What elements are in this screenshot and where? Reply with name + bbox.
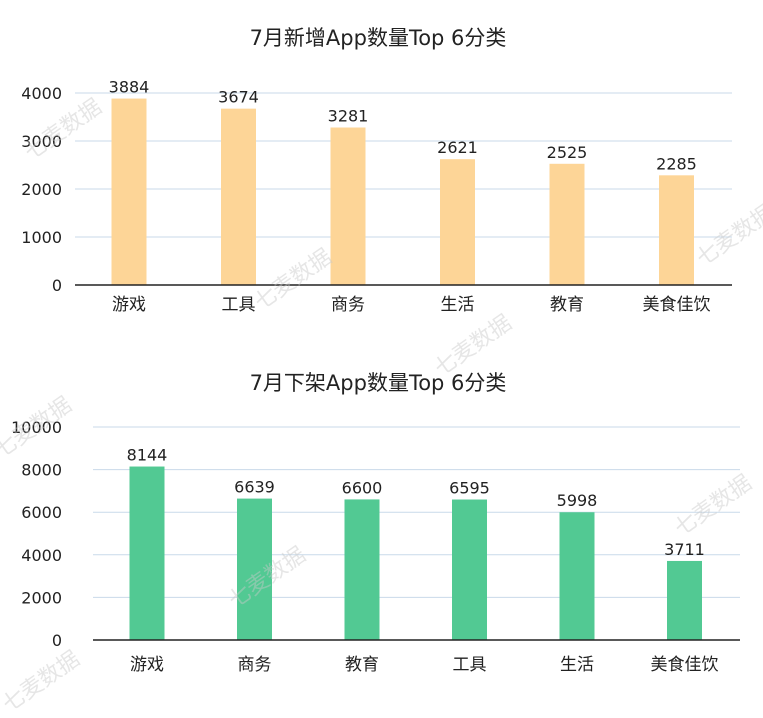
x-tick-label: 游戏	[112, 295, 146, 315]
bar	[549, 163, 585, 285]
y-tick-label: 6000	[21, 503, 62, 522]
y-tick-label: 0	[52, 631, 62, 650]
x-tick-label: 商务	[331, 295, 365, 315]
x-tick-label: 工具	[453, 655, 487, 675]
bar	[667, 560, 702, 640]
bar	[129, 466, 165, 640]
bar	[659, 175, 694, 285]
x-tick-label: 商务	[238, 655, 272, 675]
x-tick-label: 美食佳饮	[651, 655, 719, 675]
bar-value-label: 6600	[342, 478, 383, 497]
new-apps-chart: 7月新增App数量Top 6分类 0 1000 2000 3000 4000 3884 游戏…	[21, 26, 732, 315]
y-tick-label: 2000	[21, 588, 62, 607]
x-tick-label: 生活	[441, 295, 475, 315]
bar	[237, 498, 272, 640]
y-tick-label: 8000	[21, 461, 62, 480]
removed-apps-chart-title: 7月下架App数量Top 6分类	[250, 371, 507, 395]
bar-value-label: 2621	[437, 138, 478, 157]
bar	[344, 499, 380, 640]
x-tick-label: 美食佳饮	[643, 295, 711, 315]
x-tick-label: 游戏	[130, 655, 164, 675]
removed-apps-chart: 7月下架App数量Top 6分类 0 2000 4000 6000 8000 10000 8…	[11, 371, 740, 675]
x-tick-label: 教育	[550, 295, 584, 315]
bar-value-label: 2285	[656, 154, 697, 173]
bar-value-label: 6595	[449, 479, 490, 498]
y-tick-label: 4000	[21, 546, 62, 565]
y-tick-label: 2000	[21, 180, 62, 199]
y-tick-label: 4000	[21, 84, 62, 103]
x-tick-label: 工具	[222, 295, 256, 315]
charts-canvas: 7月新增App数量Top 6分类 0 1000 2000 3000 4000 3884 游戏…	[11, 26, 740, 675]
bar-value-label: 5998	[557, 491, 598, 510]
bar-value-label: 6639	[234, 478, 275, 497]
bar-value-label: 3711	[664, 540, 705, 559]
bar-value-label: 3884	[109, 78, 150, 97]
new-apps-chart-title: 7月新增App数量Top 6分类	[250, 26, 507, 50]
bar	[111, 98, 147, 286]
bar-value-label: 3281	[328, 107, 369, 126]
bar-value-label: 3674	[218, 88, 259, 107]
x-tick-label: 教育	[345, 655, 379, 675]
x-tick-label: 生活	[560, 655, 594, 675]
bar-value-label: 2525	[547, 143, 588, 162]
bar	[452, 499, 487, 640]
bar	[440, 159, 475, 285]
bar	[559, 512, 595, 640]
bar	[330, 127, 366, 286]
bar	[221, 108, 256, 285]
bar-value-label: 8144	[127, 446, 168, 465]
y-tick-label: 1000	[21, 228, 62, 247]
y-tick-label: 0	[52, 276, 62, 295]
y-tick-label: 3000	[21, 132, 62, 151]
y-tick-label: 10000	[11, 418, 62, 437]
